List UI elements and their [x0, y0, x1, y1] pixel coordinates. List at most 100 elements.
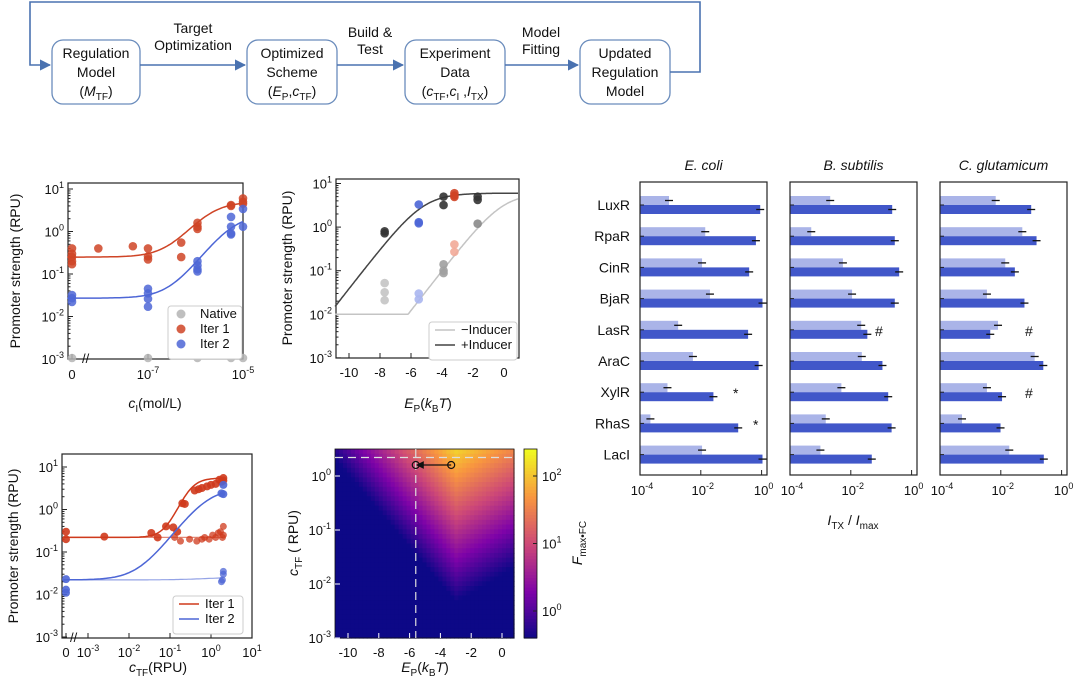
heatmap-cell [346, 482, 352, 488]
heatmap-cell [478, 486, 483, 493]
heatmap-cell [366, 623, 372, 630]
data-point [450, 247, 459, 257]
heatmap-cell [382, 463, 388, 469]
heatmap-cell [418, 614, 424, 620]
plot-frame [789, 181, 918, 476]
heatmap-cell [506, 557, 511, 563]
heatmap-cell [406, 567, 412, 573]
heatmap-cell [402, 477, 408, 483]
heatmap-cell [350, 628, 356, 634]
heatmap-cell [366, 552, 372, 559]
heatmap-cell [462, 548, 467, 554]
heatmap-cell [470, 552, 475, 559]
heatmap-cell [442, 477, 447, 483]
data-point [380, 295, 389, 305]
heatmap-cell [482, 515, 487, 521]
heatmap-cell [482, 562, 487, 568]
heatmap-cell [498, 567, 503, 573]
heatmap-cell [338, 543, 344, 549]
heatmap-cell [426, 486, 432, 493]
heatmap-cell [398, 609, 404, 615]
heatmap-cell [498, 595, 503, 601]
heatmap-cell [462, 576, 467, 582]
heatmap-cell [398, 472, 404, 478]
heatmap-cell [354, 491, 360, 497]
heatmap-cell [430, 534, 436, 540]
heatmap-cell [382, 567, 388, 573]
heatmap-cell [510, 571, 515, 578]
heatmap-cell [374, 534, 380, 540]
heatmap-cell [462, 477, 467, 483]
heatmap-cell [370, 586, 376, 592]
heatmap-cell [510, 500, 515, 507]
bar-uninduced [790, 383, 842, 393]
heatmap-cell [426, 467, 432, 474]
heatmap-cell [386, 538, 392, 545]
heatmap-cell [398, 628, 404, 634]
heatmap-cell [434, 619, 440, 625]
heatmap-cell [474, 552, 479, 559]
heatmap-cell [335, 614, 340, 620]
heatmap-cell [414, 548, 420, 554]
heatmap-cell [390, 538, 396, 545]
heatmap-cell [462, 500, 467, 507]
heatmap-cell [490, 600, 495, 606]
heatmap-cell [454, 486, 459, 493]
heatmap-cell [350, 486, 356, 493]
data-point [380, 229, 389, 238]
heatmap-cell [490, 619, 495, 625]
heatmap-cell [450, 581, 455, 587]
heatmap-cell [410, 500, 416, 507]
heatmap-cell [346, 552, 352, 559]
heatmap-cell [478, 567, 483, 573]
heatmap-cell [398, 477, 404, 483]
heatmap-cell [410, 505, 416, 512]
heatmap-cell [390, 548, 396, 554]
heatmap-cell [506, 609, 511, 615]
heatmap-cell [346, 467, 352, 474]
heatmap-cell [466, 552, 471, 559]
heatmap-cell [446, 581, 451, 587]
heatmap-cell [454, 609, 459, 615]
heatmap-cell [454, 567, 459, 573]
heatmap-cell [482, 477, 487, 483]
heatmap-cell [350, 467, 356, 474]
heatmap-cell [350, 571, 356, 578]
heatmap-cell [414, 496, 420, 502]
heatmap-cell [386, 486, 392, 493]
colorbar-segment [524, 571, 537, 576]
heatmap-cell [474, 557, 479, 563]
heatmap-cell [422, 595, 428, 601]
heatmap-cell [438, 586, 443, 592]
colorbar-segment [524, 559, 537, 563]
heatmap-cell [438, 595, 443, 601]
heatmap-cell [386, 491, 392, 497]
heatmap-cell [454, 449, 459, 455]
heatmap-cell [494, 609, 499, 615]
heatmap-cell [394, 486, 400, 493]
heatmap-cell [494, 567, 499, 573]
heatmap-cell [426, 623, 432, 630]
heatmap-cell [390, 524, 396, 530]
heatmap-cell [498, 449, 503, 455]
heatmap-cell [335, 590, 340, 597]
heatmap-cell [354, 505, 360, 512]
heatmap-cell [366, 557, 372, 563]
heatmap-cell [430, 623, 436, 630]
heatmap-cell [510, 519, 515, 526]
heatmap-cell [442, 557, 447, 563]
heatmap-cell [482, 467, 487, 474]
heatmap-cell [494, 482, 499, 488]
heatmap-cell [486, 467, 491, 474]
heatmap-cell [446, 562, 451, 568]
heatmap-cell [362, 614, 368, 620]
heatmap-cell [502, 505, 507, 512]
x-axis-label: ITX / Imax [827, 512, 878, 532]
heatmap-cell [502, 586, 507, 592]
bar-induced [790, 267, 900, 277]
heatmap-cell [470, 458, 475, 464]
heatmap-cell [335, 515, 340, 521]
heatmap-cell [478, 633, 483, 639]
heatmap-cell [370, 519, 376, 526]
heatmap-cell [366, 595, 372, 601]
